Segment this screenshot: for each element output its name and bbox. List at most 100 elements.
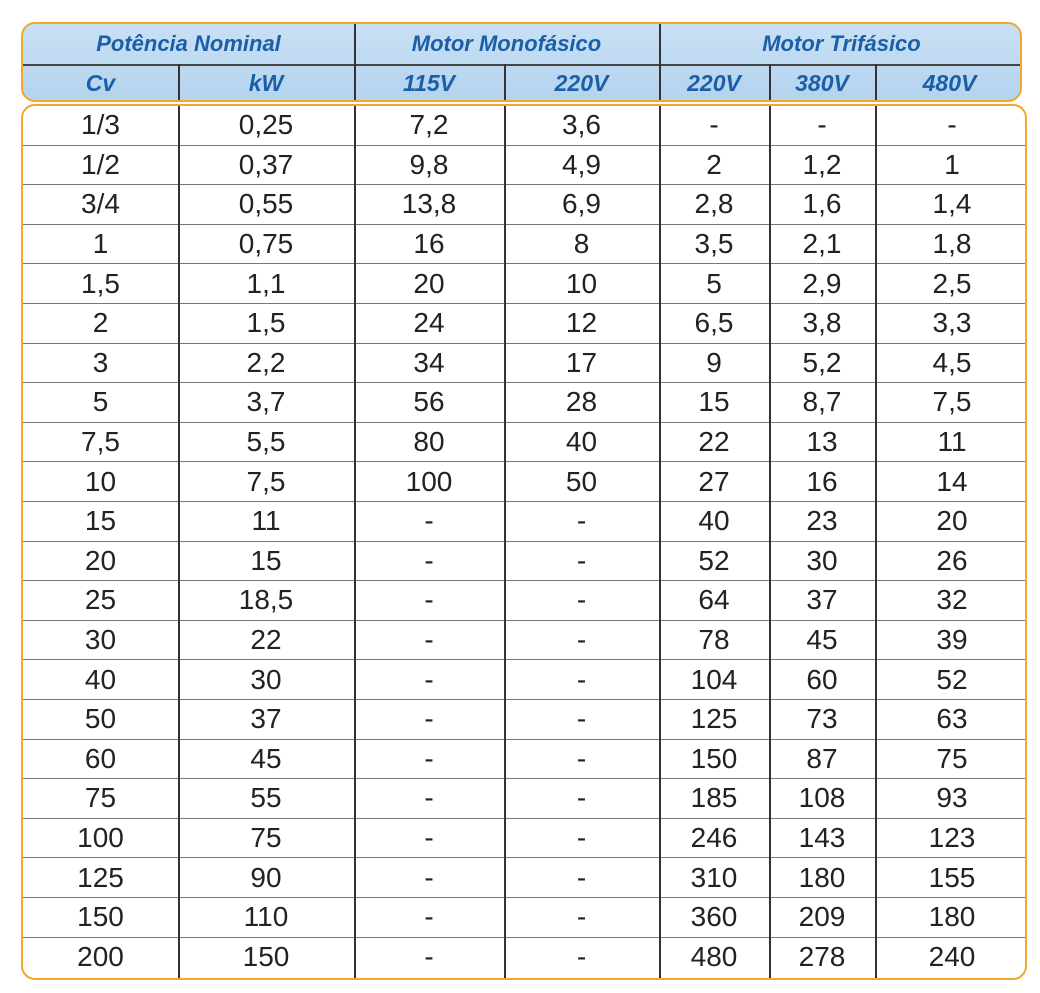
table-cell: 25 bbox=[84, 584, 117, 616]
table-cell: 75 bbox=[250, 822, 282, 854]
table-row: 30 22 - - 78 45 39 bbox=[23, 621, 1025, 661]
table-cell: - bbox=[424, 505, 434, 537]
table-cell: - bbox=[424, 742, 434, 774]
table-cell: 15 bbox=[698, 386, 730, 418]
table-row: 100 75 - - 246 143 123 bbox=[23, 819, 1025, 859]
table-cell: 56 bbox=[413, 386, 445, 418]
table-cell: 180 bbox=[928, 901, 976, 933]
table-cell: 3,3 bbox=[932, 307, 972, 339]
table-cell: 34 bbox=[413, 346, 445, 378]
table-cell: 10 bbox=[84, 465, 117, 497]
table-cell: 13 bbox=[806, 426, 838, 458]
table-cell: 310 bbox=[690, 861, 738, 893]
table-cell: 10 bbox=[565, 267, 598, 299]
table-cell: 22 bbox=[698, 426, 730, 458]
table-cell: 1,8 bbox=[932, 228, 972, 260]
table-row: 25 18,5 - - 64 37 32 bbox=[23, 581, 1025, 621]
table-cell: 50 bbox=[565, 465, 598, 497]
table-cell: 3/4 bbox=[81, 188, 120, 220]
col-mono-115v: 115V bbox=[402, 69, 455, 96]
table-cell: 100 bbox=[405, 465, 453, 497]
table-cell: 22 bbox=[250, 624, 282, 656]
table-cell: 150 bbox=[690, 742, 738, 774]
table-row: 50 37 - - 125 73 63 bbox=[23, 700, 1025, 740]
table-row: 5 3,7 56 28 15 8,7 7,5 bbox=[23, 383, 1025, 423]
table-cell: 1,1 bbox=[246, 267, 286, 299]
table-cell: 155 bbox=[928, 861, 976, 893]
table-cell: 26 bbox=[936, 544, 968, 576]
table-cell: 23 bbox=[806, 505, 838, 537]
table-cell: - bbox=[576, 624, 587, 656]
table-cell: 2,9 bbox=[802, 267, 842, 299]
table-row: 7,5 5,5 80 40 22 13 11 bbox=[23, 423, 1025, 463]
table-cell: - bbox=[576, 742, 587, 774]
table-cell: 40 bbox=[565, 426, 598, 458]
group-motor-trifasico: Motor Trifásico bbox=[762, 31, 921, 56]
table-cell: 110 bbox=[243, 901, 289, 933]
table-cell: 180 bbox=[798, 861, 846, 893]
table-cell: 75 bbox=[936, 742, 968, 774]
table-cell: 143 bbox=[798, 822, 846, 854]
table-cell: 2,8 bbox=[694, 188, 734, 220]
table-cell: - bbox=[424, 782, 434, 814]
table-cell: - bbox=[576, 941, 587, 973]
table-cell: 16 bbox=[413, 228, 445, 260]
table-body: 1/3 0,25 7,2 3,6 - - - 1/2 0,37 9,8 4,9 2 1,2 1 3/4 0,5… bbox=[21, 104, 1027, 980]
table-cell: 108 bbox=[798, 782, 846, 814]
table-cell: - bbox=[947, 109, 957, 141]
table-cell: 64 bbox=[698, 584, 730, 616]
table-cell: 2 bbox=[706, 148, 722, 180]
table-cell: - bbox=[424, 584, 434, 616]
column-separator bbox=[769, 106, 771, 978]
table-cell: 50 bbox=[84, 703, 117, 735]
table-cell: 52 bbox=[698, 544, 730, 576]
table-cell: - bbox=[424, 544, 434, 576]
table-cell: 28 bbox=[565, 386, 598, 418]
header-separator bbox=[354, 24, 356, 100]
table-cell: 7,5 bbox=[81, 426, 120, 458]
table-cell: 125 bbox=[77, 861, 124, 893]
table-cell: 7,2 bbox=[409, 109, 449, 141]
table-cell: 185 bbox=[690, 782, 738, 814]
table-cell: - bbox=[576, 782, 587, 814]
table-row: 40 30 - - 104 60 52 bbox=[23, 660, 1025, 700]
table-cell: 16 bbox=[806, 465, 838, 497]
table-cell: 37 bbox=[806, 584, 838, 616]
table-row: 200 150 - - 480 278 240 bbox=[23, 938, 1025, 978]
table-cell: 40 bbox=[84, 663, 117, 695]
table-cell: 55 bbox=[250, 782, 282, 814]
table-row: 10 7,5 100 50 27 16 14 bbox=[23, 462, 1025, 502]
table-cell: 360 bbox=[690, 901, 738, 933]
table-row: 75 55 - - 185 108 93 bbox=[23, 779, 1025, 819]
table-cell: 93 bbox=[936, 782, 968, 814]
table-cell: 45 bbox=[806, 624, 838, 656]
table-row: 1/2 0,37 9,8 4,9 2 1,2 1 bbox=[23, 146, 1025, 186]
table-cell: 60 bbox=[806, 663, 838, 695]
header-separator bbox=[769, 64, 771, 100]
table-cell: 52 bbox=[936, 663, 968, 695]
table-cell: 1,5 bbox=[81, 267, 120, 299]
table-cell: 1,2 bbox=[802, 148, 842, 180]
column-separator bbox=[354, 106, 356, 978]
table-cell: 20 bbox=[413, 267, 445, 299]
header-separator bbox=[504, 64, 506, 100]
header-divider bbox=[23, 64, 1020, 66]
header-column-row: Cv kW 115V 220V 220V 380V 480V bbox=[23, 64, 1020, 100]
table-cell: 80 bbox=[413, 426, 445, 458]
table-cell: 1 bbox=[944, 148, 960, 180]
table-cell: 8,7 bbox=[802, 386, 842, 418]
table-cell: 12 bbox=[565, 307, 598, 339]
table-cell: 30 bbox=[806, 544, 838, 576]
col-mono-220v: 220V bbox=[554, 69, 609, 96]
table-cell: 4,9 bbox=[562, 148, 601, 180]
table-cell: - bbox=[576, 822, 587, 854]
table-cell: 123 bbox=[928, 822, 976, 854]
table-cell: 100 bbox=[77, 822, 124, 854]
table-cell: - bbox=[709, 109, 719, 141]
header-separator bbox=[178, 64, 180, 100]
table-cell: 9,8 bbox=[409, 148, 449, 180]
table-cell: - bbox=[576, 861, 587, 893]
table-row: 1 0,75 16 8 3,5 2,1 1,8 bbox=[23, 225, 1025, 265]
table-cell: 45 bbox=[250, 742, 282, 774]
table-cell: 24 bbox=[413, 307, 445, 339]
